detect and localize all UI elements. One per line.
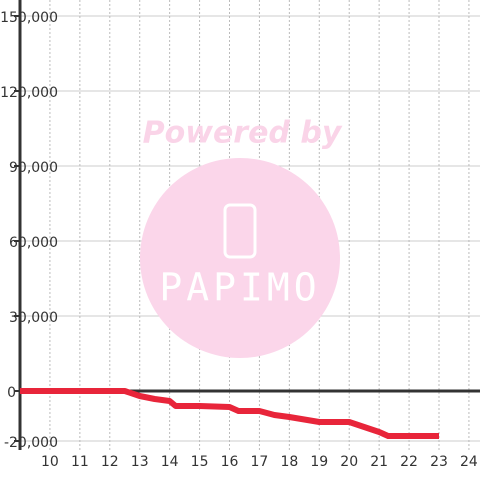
x-tick-label: 19 bbox=[310, 454, 328, 470]
x-tick-label: 22 bbox=[400, 454, 418, 470]
x-tick-label: 11 bbox=[71, 454, 89, 470]
y-tick-label: 150,000 bbox=[0, 10, 58, 26]
x-tick-label: 17 bbox=[251, 454, 269, 470]
y-tick-label: 120,000 bbox=[0, 85, 58, 101]
x-tick-label: 14 bbox=[161, 454, 179, 470]
x-tick-label: 20 bbox=[340, 454, 358, 470]
x-tick-label: 13 bbox=[131, 454, 149, 470]
x-tick-label: 16 bbox=[221, 454, 239, 470]
y-tick-label: 0 bbox=[7, 385, 16, 401]
x-tick-label: 24 bbox=[460, 454, 478, 470]
watermark-brand: PAPIMO bbox=[159, 266, 320, 310]
x-tick-label: 12 bbox=[101, 454, 119, 470]
x-tick-label: 21 bbox=[370, 454, 388, 470]
y-tick-label: -20,000 bbox=[4, 435, 58, 451]
y-tick-label: 60,000 bbox=[9, 235, 58, 251]
y-tick-label: 30,000 bbox=[9, 310, 58, 326]
x-tick-label: 23 bbox=[430, 454, 448, 470]
watermark-icon bbox=[223, 203, 257, 259]
series-line bbox=[20, 388, 439, 439]
watermark-text: Powered by bbox=[143, 116, 343, 151]
y-tick-label: 90,000 bbox=[9, 160, 58, 176]
x-tick-label: 10 bbox=[41, 454, 59, 470]
x-tick-label: 15 bbox=[191, 454, 209, 470]
x-tick-label: 18 bbox=[280, 454, 298, 470]
